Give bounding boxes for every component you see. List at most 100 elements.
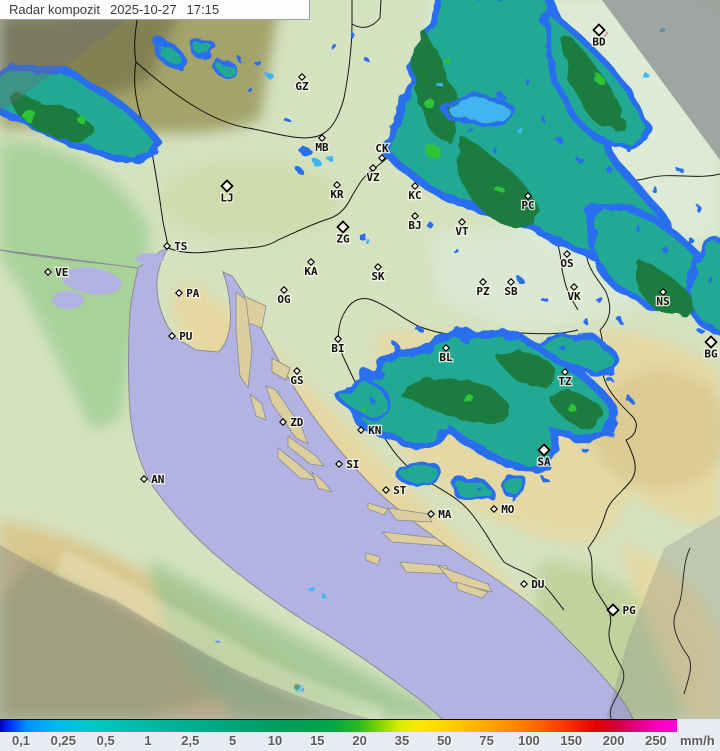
- city-diamond-icon: [411, 212, 419, 220]
- city-diamond-icon: [369, 164, 377, 172]
- city-marker-os: OS: [559, 250, 575, 272]
- city-diamond-icon: [490, 505, 498, 513]
- scale-label: 15: [310, 733, 325, 748]
- city-label: GS: [290, 374, 303, 387]
- city-marker-si: SI: [335, 457, 361, 472]
- scale-label: 50: [437, 733, 452, 748]
- city-marker-tz: TZ: [557, 368, 573, 390]
- city-marker-bd: BD: [591, 23, 607, 50]
- precip-bright-cores: [24, 59, 602, 412]
- rain-rate-colorbar: [0, 719, 677, 732]
- city-label: PZ: [476, 285, 490, 298]
- coverage-overlay: [0, 0, 720, 719]
- city-label: MB: [315, 141, 329, 154]
- city-label: MO: [501, 503, 515, 516]
- city-diamond-icon: [479, 278, 487, 286]
- islands-layer: [235, 291, 493, 599]
- city-marker-ts: TS: [163, 239, 189, 254]
- city-marker-bj: BJ: [407, 212, 423, 233]
- city-label: DU: [531, 578, 545, 591]
- city-diamond-icon: [592, 23, 606, 37]
- city-label: TZ: [558, 375, 572, 388]
- city-label: BD: [592, 36, 606, 49]
- scale-label: 200: [602, 733, 625, 748]
- city-diamond-icon: [537, 443, 551, 457]
- scale-label: 100: [518, 733, 540, 748]
- city-diamond-icon: [140, 475, 148, 483]
- city-marker-bi: BI: [330, 335, 346, 357]
- city-marker-pz: PZ: [475, 278, 491, 300]
- precip-layer: [0, 0, 720, 694]
- city-marker-kr: KR: [329, 181, 345, 202]
- city-label: VE: [55, 266, 68, 279]
- city-label: MA: [438, 508, 452, 521]
- city-marker-du: DU: [520, 577, 546, 592]
- city-marker-vk: VK: [566, 283, 582, 305]
- city-diamond-icon: [374, 263, 382, 271]
- city-marker-ma: MA: [427, 507, 453, 522]
- city-marker-mo: MO: [490, 502, 516, 517]
- city-label: SI: [346, 458, 359, 471]
- city-diamond-icon: [520, 580, 528, 588]
- city-label: BJ: [408, 219, 421, 232]
- city-diamond-icon: [570, 283, 578, 291]
- city-marker-gs: GS: [289, 367, 305, 389]
- city-diamond-icon: [307, 258, 315, 266]
- city-label: GZ: [295, 80, 309, 93]
- city-marker-ka: KA: [303, 258, 319, 280]
- city-diamond-icon: [442, 344, 450, 352]
- city-label: KN: [368, 424, 381, 437]
- city-label: ZD: [290, 416, 304, 429]
- city-label: SB: [504, 285, 518, 298]
- city-diamond-icon: [335, 460, 343, 468]
- city-diamond-icon: [168, 332, 176, 340]
- city-label: ZG: [336, 233, 350, 246]
- city-marker-mb: MB: [314, 134, 330, 155]
- city-diamond-icon: [458, 218, 466, 226]
- city-diamond-icon: [382, 486, 390, 494]
- city-diamond-icon: [336, 220, 350, 234]
- date-label: 2025-10-27: [110, 2, 177, 17]
- scale-label: 10: [267, 733, 283, 748]
- city-marker-bg: BG: [703, 335, 719, 362]
- city-label: BL: [439, 351, 453, 364]
- city-label: VZ: [366, 171, 380, 184]
- city-diamond-icon: [524, 192, 532, 200]
- city-diamond-icon: [334, 335, 342, 343]
- city-marker-vt: VT: [454, 218, 470, 239]
- city-label: VT: [455, 225, 469, 238]
- city-diamond-icon: [163, 242, 171, 250]
- city-label: SA: [537, 456, 551, 469]
- radar-map-svg: VE TS PA PU AN LJ GZ MB KR CK VZ ZG KA SK OG KC BJ VT PC OS…: [0, 0, 720, 719]
- scale-label: 0,5: [96, 733, 115, 748]
- city-label: TS: [174, 240, 187, 253]
- city-marker-pg: PG: [606, 603, 637, 618]
- scale-label: 250: [645, 733, 667, 748]
- city-label: PU: [179, 330, 193, 343]
- city-label: KA: [304, 265, 318, 278]
- city-marker-vz: VZ: [365, 164, 381, 185]
- city-diamond-icon: [333, 181, 341, 189]
- city-label: BG: [704, 348, 718, 361]
- city-label: AN: [151, 473, 164, 486]
- city-label: PC: [521, 199, 534, 212]
- city-label: OS: [560, 257, 573, 270]
- city-diamond-icon: [44, 268, 52, 276]
- city-marker-pa: PA: [175, 286, 201, 301]
- city-label: KC: [408, 189, 421, 202]
- city-diamond-icon: [280, 286, 288, 294]
- city-label: OG: [277, 293, 291, 306]
- city-marker-sk: SK: [370, 263, 386, 285]
- city-marker-ns: NS: [655, 288, 671, 310]
- city-diamond-icon: [704, 335, 718, 349]
- city-marker-pc: PC: [520, 192, 536, 213]
- city-marker-st: ST: [382, 483, 408, 498]
- radar-map: VE TS PA PU AN LJ GZ MB KR CK VZ ZG KA SK OG KC BJ VT PC OS…: [0, 0, 720, 719]
- scale-unit-label: mm/h: [680, 733, 715, 748]
- city-diamond-icon: [563, 250, 571, 258]
- city-marker-an: AN: [140, 472, 166, 487]
- time-label: 17:15: [186, 2, 220, 17]
- scale-area: mm/h 0,1 0,25 0,5 1 2,5 5 10 15 20 35 50 75 100 150 20…: [0, 719, 720, 751]
- city-marker-lj: LJ: [219, 179, 235, 206]
- scale-label: 150: [560, 733, 583, 748]
